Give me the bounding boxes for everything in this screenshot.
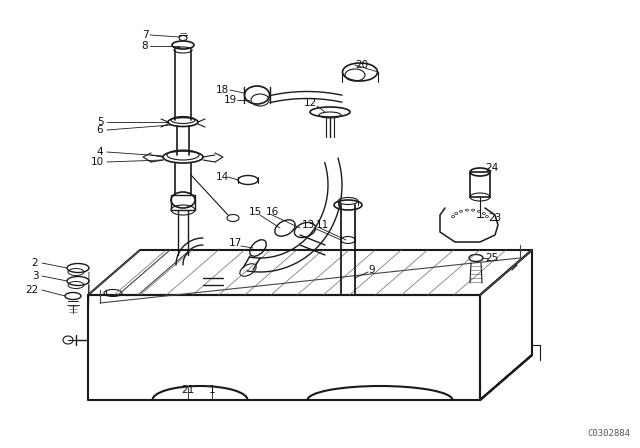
- Text: 13: 13: [301, 220, 315, 230]
- Text: 9: 9: [369, 265, 375, 275]
- Text: 3: 3: [32, 271, 38, 281]
- Text: 2: 2: [32, 258, 38, 268]
- Text: 10: 10: [90, 157, 104, 167]
- Text: 15: 15: [248, 207, 262, 217]
- Text: 8: 8: [141, 41, 148, 51]
- Text: 14: 14: [216, 172, 228, 182]
- Text: 16: 16: [266, 207, 278, 217]
- Text: 25: 25: [485, 253, 499, 263]
- Text: 23: 23: [488, 213, 502, 223]
- Text: 12: 12: [303, 98, 317, 108]
- Text: 7: 7: [141, 30, 148, 40]
- Text: 22: 22: [26, 285, 38, 295]
- Text: 4: 4: [97, 147, 103, 157]
- Text: 6: 6: [97, 125, 103, 135]
- Text: 21: 21: [181, 385, 195, 395]
- Text: 5: 5: [97, 117, 103, 127]
- Bar: [470, 172, 490, 197]
- Text: 24: 24: [485, 163, 499, 173]
- Text: 17: 17: [228, 238, 242, 248]
- Text: 11: 11: [316, 220, 328, 230]
- Text: C0302884: C0302884: [587, 429, 630, 438]
- Text: 19: 19: [223, 95, 237, 105]
- Text: 18: 18: [216, 85, 228, 95]
- Text: 20: 20: [355, 60, 369, 70]
- Bar: [171, 195, 195, 210]
- Text: 1: 1: [209, 385, 215, 395]
